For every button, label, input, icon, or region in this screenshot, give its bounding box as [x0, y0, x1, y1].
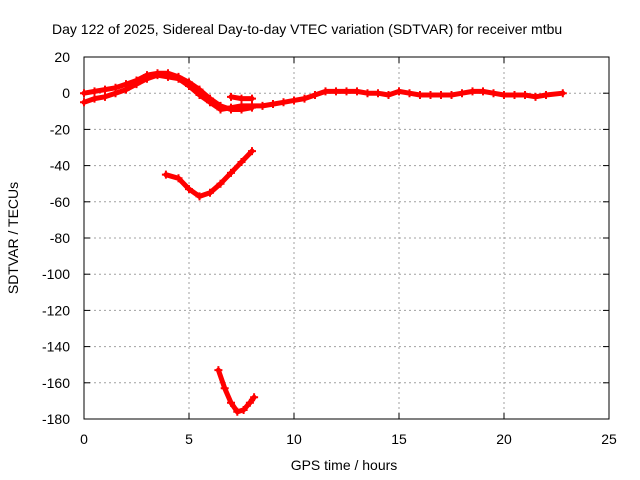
data-point	[206, 188, 214, 197]
data-point	[248, 94, 256, 103]
data-point	[233, 407, 242, 416]
data-point	[531, 92, 540, 101]
data-point	[220, 384, 229, 393]
data-point	[185, 185, 193, 194]
data-point	[395, 87, 403, 96]
data-point	[447, 91, 456, 100]
data-point	[174, 174, 183, 183]
data-point	[90, 94, 99, 103]
data-point	[237, 105, 246, 114]
x-tick-label: 0	[80, 431, 88, 447]
data-point	[279, 98, 288, 107]
y-tick-label: -180	[42, 411, 70, 427]
y-tick-label: -140	[42, 339, 70, 355]
series-segment-b	[163, 148, 255, 199]
data-point	[80, 98, 88, 107]
data-point	[258, 101, 267, 110]
x-tick-label: 5	[185, 431, 193, 447]
data-point	[384, 91, 393, 100]
data-point	[426, 91, 435, 100]
data-point	[405, 89, 414, 98]
data-point	[227, 92, 235, 101]
data-point	[206, 94, 214, 103]
data-point	[332, 87, 340, 96]
data-point	[489, 89, 498, 98]
data-point	[321, 87, 330, 96]
data-point	[521, 91, 529, 100]
data-point	[300, 94, 309, 103]
data-point	[122, 80, 130, 89]
data-point	[468, 87, 477, 96]
y-tick-label: -100	[42, 266, 70, 282]
data-point	[248, 147, 256, 156]
data-point	[239, 405, 248, 414]
x-tick-label: 10	[286, 431, 302, 447]
data-point	[510, 91, 519, 100]
data-point	[237, 157, 246, 166]
data-point	[143, 71, 151, 80]
y-tick-label: -40	[50, 158, 70, 174]
data-point	[216, 179, 225, 188]
data-point	[174, 72, 183, 81]
data-point	[558, 89, 567, 98]
data-point	[363, 89, 372, 98]
data-point	[416, 91, 424, 100]
data-point	[245, 398, 254, 407]
data-point	[269, 100, 277, 109]
y-tick-label: 0	[62, 85, 70, 101]
data-point	[353, 87, 361, 96]
data-point	[214, 366, 223, 375]
data-point	[374, 89, 382, 98]
data-point	[227, 398, 235, 407]
y-axis: 20 0 -20 -40 -60 -80 -100 -120 -140 -160 -180	[42, 49, 609, 427]
data-point	[227, 168, 235, 177]
y-tick-label: -20	[50, 121, 70, 137]
x-axis-label: GPS time / hours	[291, 457, 398, 473]
y-tick-label: 20	[54, 49, 70, 65]
data-point	[437, 91, 445, 100]
data-point	[500, 91, 508, 100]
x-tick-label: 20	[496, 431, 512, 447]
data-point	[311, 91, 319, 100]
data-point	[479, 87, 487, 96]
data-point	[542, 91, 550, 100]
data-point	[227, 105, 235, 114]
y-tick-label: -60	[50, 194, 70, 210]
x-tick-label: 15	[391, 431, 407, 447]
y-tick-label: -80	[50, 230, 70, 246]
data-point	[342, 87, 351, 96]
data-point	[80, 89, 88, 98]
data-point	[90, 87, 99, 96]
y-tick-label: -160	[42, 375, 70, 391]
data-point	[248, 103, 256, 112]
data-point	[216, 101, 225, 110]
y-axis-label: SDTVAR / TECUs	[5, 182, 21, 294]
data-point	[161, 170, 170, 179]
data-point	[101, 85, 109, 94]
data-point	[185, 78, 193, 87]
data-point	[250, 393, 259, 402]
data-point	[237, 94, 246, 103]
data-point	[164, 69, 172, 78]
data-point	[458, 89, 466, 98]
y-tick-label: -120	[42, 302, 70, 318]
data-point	[132, 76, 141, 85]
grid	[84, 57, 609, 419]
data-point	[195, 85, 204, 94]
data-point	[290, 96, 298, 105]
series-main-track	[81, 72, 566, 112]
series-group	[80, 69, 567, 416]
data-point	[111, 83, 120, 92]
data-point	[153, 69, 162, 78]
chart-title: Day 122 of 2025, Sidereal Day-to-day VTE…	[52, 21, 562, 37]
data-point	[101, 92, 109, 101]
data-point	[195, 192, 204, 201]
x-tick-label: 25	[601, 431, 617, 447]
x-axis: 0 5 10 15 20 25	[80, 57, 617, 447]
